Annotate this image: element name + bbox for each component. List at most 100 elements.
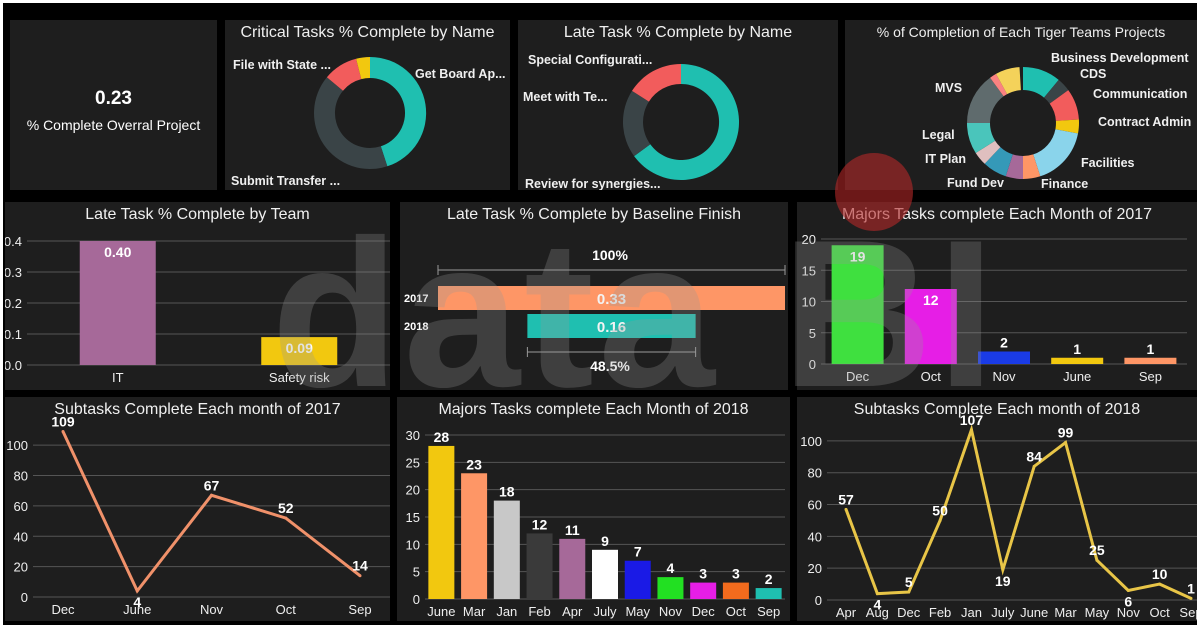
x-tick-label: June bbox=[427, 604, 455, 619]
slice-label: Contract Admin bbox=[1098, 115, 1192, 129]
x-tick-label: Nov bbox=[659, 604, 683, 619]
donut-slice bbox=[1055, 119, 1080, 134]
x-tick-label: Aug bbox=[866, 605, 889, 620]
data-label: 1 bbox=[1187, 580, 1195, 596]
chart-title: Subtasks Complete Each month of 2018 bbox=[853, 401, 1141, 418]
data-label: 23 bbox=[466, 456, 482, 472]
donut-slice bbox=[1049, 90, 1079, 121]
bar-chart: 0 5 10 15 20 19 Dec 12 Oct 2 Nov 1 June 1 Sep bbox=[802, 232, 1187, 384]
x-tick-label: Oct bbox=[726, 604, 747, 619]
x-tick-label: Jan bbox=[496, 604, 517, 619]
x-tick-label: May bbox=[625, 604, 650, 619]
ratio-label: 48.5% bbox=[590, 358, 630, 374]
y-tick-label: 0 bbox=[21, 590, 28, 605]
bar bbox=[755, 588, 782, 599]
data-point bbox=[1189, 596, 1193, 600]
data-label: 50 bbox=[932, 502, 948, 518]
data-label: 7 bbox=[634, 544, 642, 560]
x-tick-label: Sep bbox=[348, 602, 371, 617]
x-tick-label: June bbox=[123, 602, 151, 617]
x-tick-label: Nov bbox=[992, 369, 1016, 384]
donut-slice bbox=[356, 57, 370, 80]
data-label: 84 bbox=[1026, 448, 1042, 464]
y-tick-label: 40 bbox=[14, 529, 28, 544]
data-label: 1 bbox=[1073, 341, 1081, 357]
y-tick-label: 0.0 bbox=[5, 358, 22, 373]
target-label: 100% bbox=[592, 247, 628, 263]
x-tick-label: Dec bbox=[51, 602, 75, 617]
donut-slice bbox=[967, 123, 996, 153]
data-label: 0.33 bbox=[597, 291, 626, 308]
slice-label: File with State ... bbox=[233, 58, 331, 72]
data-label: 3 bbox=[732, 566, 740, 582]
x-tick-label: Nov bbox=[1117, 605, 1141, 620]
chart-title: Majors Tasks complete Each Month of 2017 bbox=[841, 206, 1153, 223]
y-tick-label: 20 bbox=[14, 560, 28, 575]
data-point bbox=[210, 493, 213, 497]
majors-2018-panel[interactable]: Majors Tasks complete Each Month of 2018… bbox=[397, 397, 790, 621]
bar bbox=[1051, 357, 1104, 364]
data-label: 99 bbox=[1058, 425, 1074, 441]
donut-slice bbox=[326, 58, 362, 91]
slice-label: Communication bbox=[1093, 87, 1188, 101]
y-tick-label: 20 bbox=[406, 483, 420, 498]
bar bbox=[438, 286, 785, 310]
y-tick-label: 0.1 bbox=[5, 327, 22, 342]
data-point bbox=[875, 592, 879, 596]
data-label: 4 bbox=[667, 560, 675, 576]
y-tick-label: 80 bbox=[808, 466, 822, 481]
chart-title: Late Task % Complete by Name bbox=[563, 24, 793, 41]
chart-title: Subtasks Complete Each month of 2017 bbox=[54, 401, 341, 418]
donut-slice bbox=[370, 56, 427, 167]
slice-label: Fund Dev bbox=[947, 176, 1004, 190]
y-tick-label: 30 bbox=[406, 428, 420, 443]
y-tick-label: 0.3 bbox=[5, 265, 22, 280]
bullet-chart: 0.33 2017 0.16 2018 bbox=[404, 265, 786, 357]
y-tick-label: 5 bbox=[413, 565, 420, 580]
data-label: 3 bbox=[699, 566, 707, 582]
series-line bbox=[844, 424, 1192, 600]
donut-slice bbox=[1005, 154, 1023, 180]
data-label: 5 bbox=[905, 574, 913, 590]
x-tick-label: Oct bbox=[1150, 605, 1171, 620]
kpi-card[interactable]: 0.23 % Complete Overral Project bbox=[10, 20, 217, 190]
slice-label: IT Plan bbox=[925, 152, 966, 166]
bar bbox=[526, 533, 553, 599]
data-label: 12 bbox=[532, 516, 548, 532]
bar bbox=[978, 351, 1030, 364]
data-label: 6 bbox=[1124, 593, 1132, 609]
subtasks-2017-panel[interactable]: Subtasks Complete Each month of 2017 0 20… bbox=[5, 397, 390, 621]
slice-label: Meet with Te... bbox=[523, 90, 608, 104]
slice-label: Get Board Ap... bbox=[415, 67, 506, 81]
y-tick-label: 40 bbox=[808, 529, 822, 544]
subtasks-2018-panel[interactable]: Subtasks Complete Each month of 2018 0 20… bbox=[797, 397, 1197, 621]
bar bbox=[261, 337, 338, 365]
late-task-by-team-panel[interactable]: Late Task % Complete by Team 0.0 0.1 0.2 0.… bbox=[5, 202, 390, 390]
y-tick-label: 0.4 bbox=[5, 234, 22, 249]
y-tick-label: 0 bbox=[815, 593, 822, 608]
baseline-finish-panel[interactable]: Late Task % Complete by Baseline Finish … bbox=[400, 202, 788, 390]
chart-title: Late Task % Complete by Baseline Finish bbox=[446, 206, 742, 223]
x-tick-label: June bbox=[1020, 605, 1048, 620]
x-tick-label: May bbox=[1085, 605, 1110, 620]
x-tick-label: June bbox=[1063, 369, 1091, 384]
tiger-teams-donut-panel[interactable]: % of Completion of Each Tiger Teams Proj… bbox=[845, 20, 1197, 190]
late-task-name-donut-panel[interactable]: Late Task % Complete by Name Special Con… bbox=[518, 20, 838, 190]
donut-slice bbox=[314, 77, 388, 170]
data-point bbox=[969, 428, 973, 432]
y-tick-label: 20 bbox=[802, 232, 816, 247]
y-tick-label: 5 bbox=[809, 326, 816, 341]
data-label: 0.09 bbox=[286, 340, 313, 356]
donut-slice bbox=[1023, 67, 1059, 98]
y-tick-label: 25 bbox=[406, 455, 420, 470]
x-tick-label: IT bbox=[112, 370, 124, 385]
critical-tasks-donut-panel[interactable]: Critical Tasks % Complete by Name File w… bbox=[225, 20, 510, 190]
donut-chart bbox=[622, 63, 740, 180]
majors-2017-panel[interactable]: Majors Tasks complete Each Month of 2017… bbox=[797, 202, 1197, 390]
slice-label: MVS bbox=[935, 81, 963, 95]
x-tick-label: Apr bbox=[836, 605, 857, 620]
data-label: 19 bbox=[995, 573, 1011, 589]
bar bbox=[1124, 357, 1177, 364]
y-tick-label: 0.2 bbox=[5, 296, 22, 311]
y-tick-label: 0 bbox=[413, 592, 420, 607]
